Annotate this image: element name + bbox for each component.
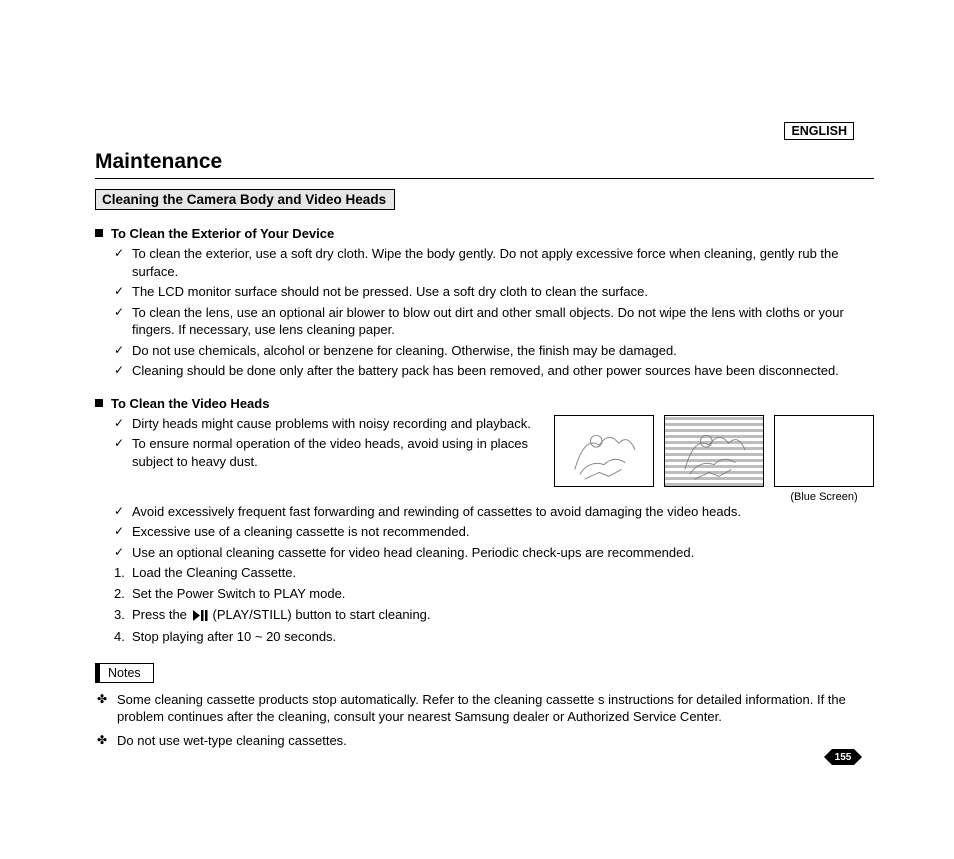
list-item: Avoid excessively frequent fast forwardi… — [132, 503, 874, 521]
exterior-list: To clean the exterior, use a soft dry cl… — [95, 245, 874, 380]
heads-steps: Load the Cleaning Cassette. Set the Powe… — [95, 564, 874, 645]
noise-illustration-icon — [555, 416, 653, 486]
list-item: Use an optional cleaning cassette for vi… — [132, 544, 874, 562]
step-suffix: (PLAY/STILL) button to start cleaning. — [213, 607, 431, 622]
square-bullet-icon — [95, 399, 103, 407]
notes-list: Some cleaning cassette products stop aut… — [95, 691, 874, 750]
figure-group: (Blue Screen) — [554, 415, 874, 503]
page-root: ENGLISH Maintenance Cleaning the Camera … — [0, 0, 954, 859]
list-item: Do not use chemicals, alcohol or benzene… — [132, 342, 874, 360]
square-bullet-icon — [95, 229, 103, 237]
exterior-heading: To Clean the Exterior of Your Device — [95, 226, 874, 241]
list-item: Dirty heads might cause problems with no… — [132, 415, 542, 433]
step-prefix: Press the — [132, 607, 191, 622]
figure-caption: (Blue Screen) — [774, 491, 874, 503]
step-item: Set the Power Switch to PLAY mode. — [132, 585, 874, 603]
heads-heading-text: To Clean the Video Heads — [111, 396, 269, 411]
figure-row — [554, 415, 874, 487]
heads-list-top: Dirty heads might cause problems with no… — [95, 415, 542, 471]
list-item: To clean the exterior, use a soft dry cl… — [132, 245, 874, 280]
note-item: Do not use wet-type cleaning cassettes. — [113, 732, 874, 750]
heads-list-full: Avoid excessively frequent fast forwardi… — [95, 503, 874, 562]
list-item: Excessive use of a cleaning cassette is … — [132, 523, 874, 541]
step-item: Load the Cleaning Cassette. — [132, 564, 874, 582]
heads-text-col: Dirty heads might cause problems with no… — [95, 415, 542, 474]
list-item: Cleaning should be done only after the b… — [132, 362, 874, 380]
figure-noisy-2 — [664, 415, 764, 487]
title-rule — [95, 178, 874, 179]
list-item: To clean the lens, use an optional air b… — [132, 304, 874, 339]
heads-heading: To Clean the Video Heads — [95, 396, 874, 411]
note-item: Some cleaning cassette products stop aut… — [113, 691, 874, 726]
notes-label: Notes — [95, 663, 154, 683]
page-number-text: 155 — [824, 745, 862, 769]
exterior-heading-text: To Clean the Exterior of Your Device — [111, 226, 334, 241]
step-item: Stop playing after 10 ~ 20 seconds. — [132, 628, 874, 646]
language-box: ENGLISH — [784, 122, 854, 140]
figure-blue-screen — [774, 415, 874, 487]
subsection-title: Cleaning the Camera Body and Video Heads — [95, 189, 395, 210]
page-title: Maintenance — [95, 150, 874, 174]
play-still-icon — [193, 608, 211, 626]
list-item: To ensure normal operation of the video … — [132, 435, 542, 470]
heads-two-col: Dirty heads might cause problems with no… — [95, 415, 874, 503]
step-item: Press the (PLAY/STILL) button to start c… — [132, 606, 874, 626]
noise-illustration-icon — [665, 416, 763, 486]
page-number-badge: 155 — [824, 745, 862, 769]
figure-noisy-1 — [554, 415, 654, 487]
list-item: The LCD monitor surface should not be pr… — [132, 283, 874, 301]
